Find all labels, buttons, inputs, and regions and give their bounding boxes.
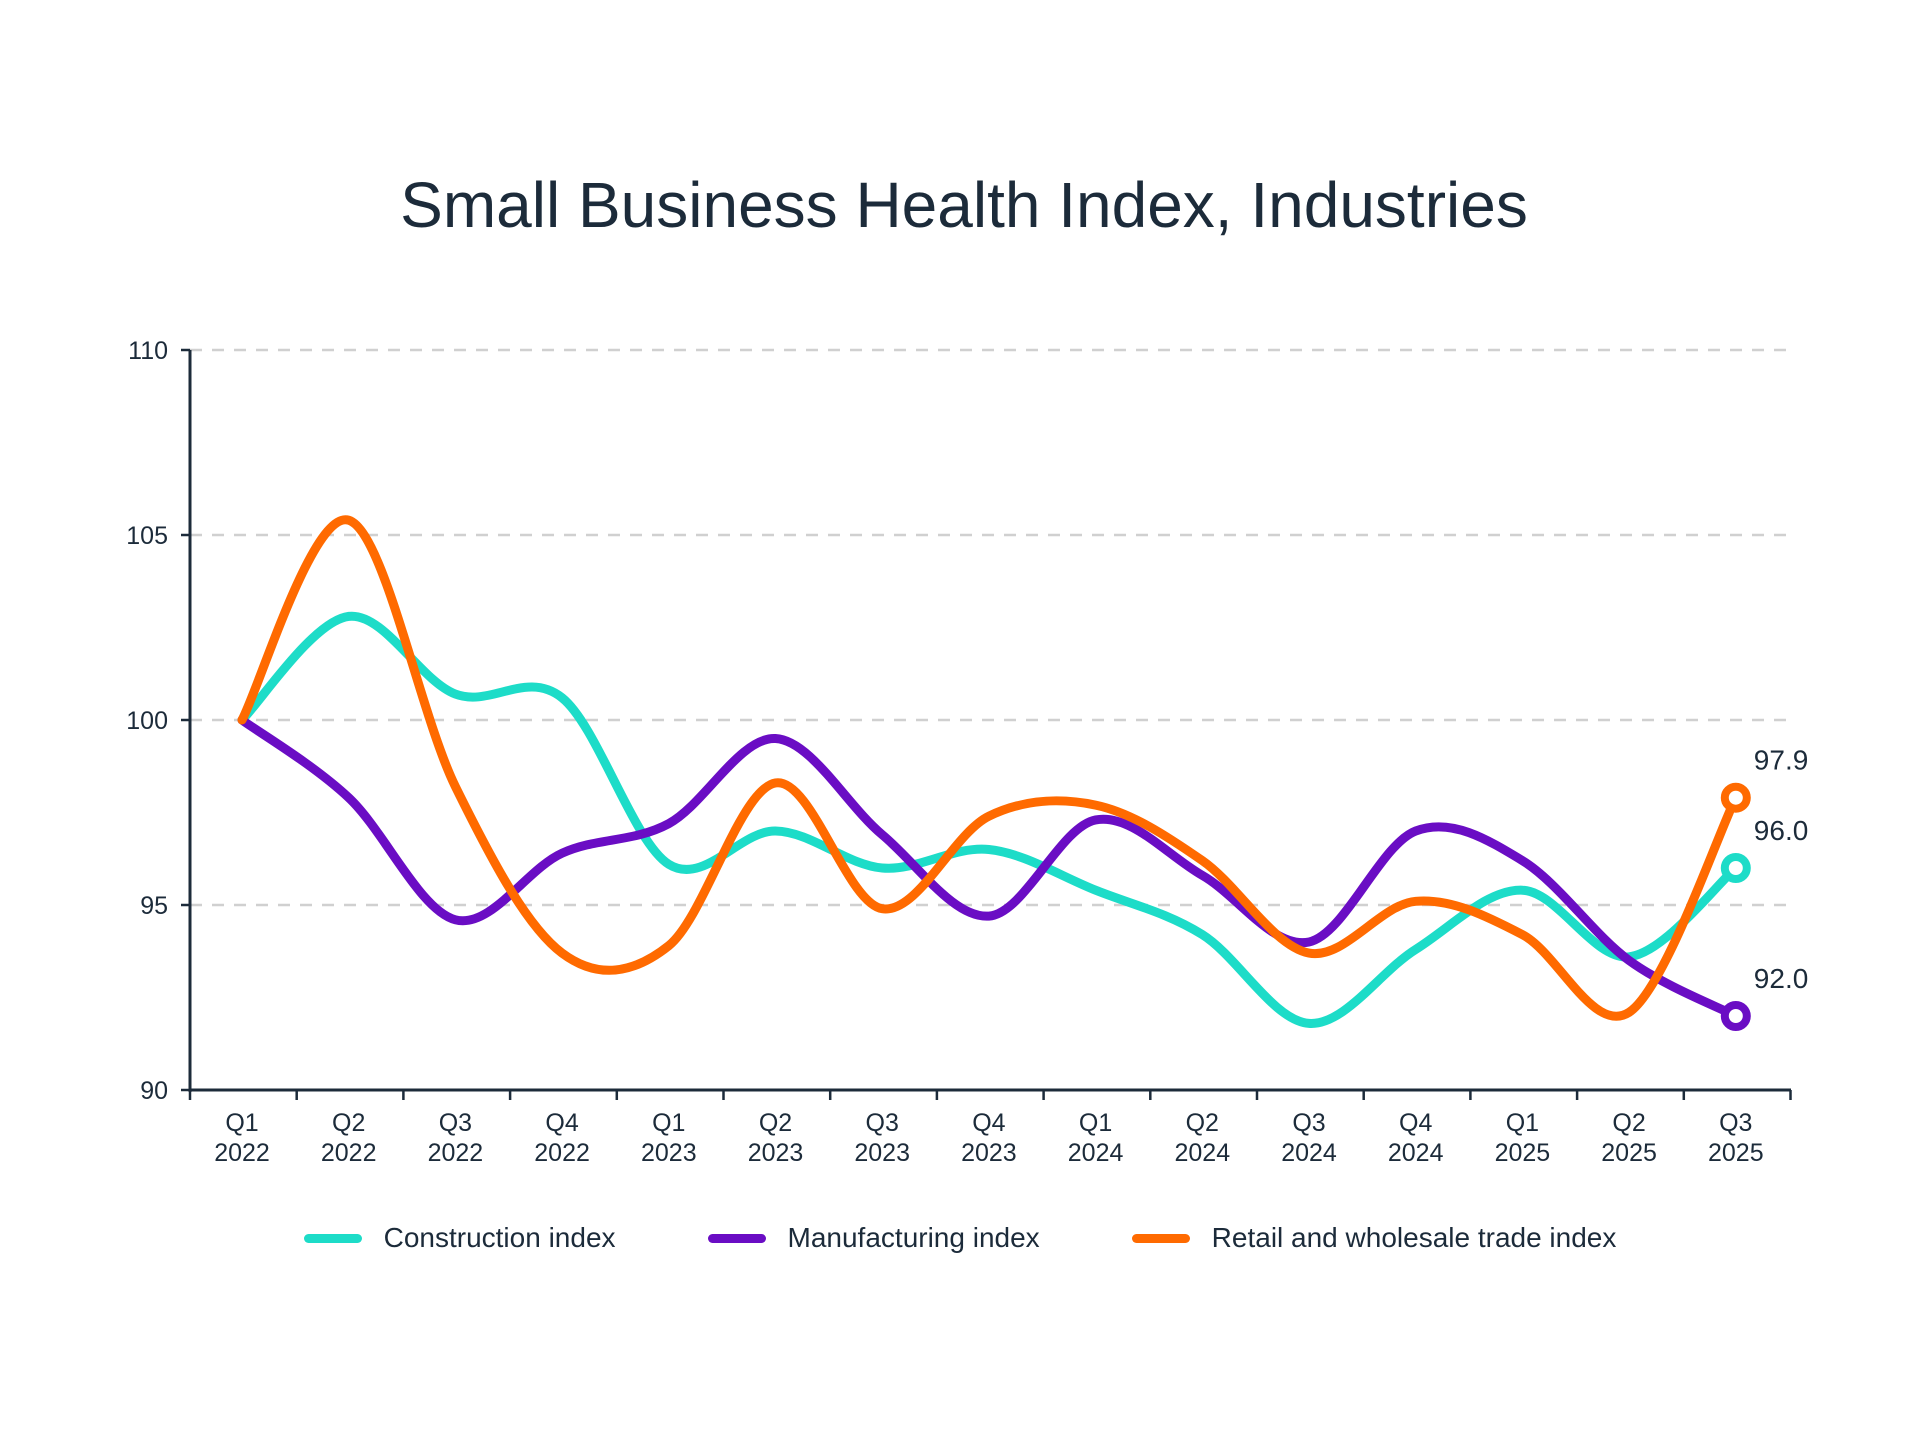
x-tick-label: Q2 2022 (321, 1109, 377, 1167)
x-tick-label: Q3 2024 (1281, 1109, 1337, 1167)
legend-item: Retail and wholesale trade index (1131, 1222, 1617, 1254)
x-tick-label: Q1 2025 (1495, 1109, 1551, 1167)
legend-label: Retail and wholesale trade index (1211, 1222, 1617, 1253)
x-tick-label: Q4 2024 (1388, 1109, 1444, 1167)
series-line (237, 515, 1741, 1021)
legend-swatch (1131, 1233, 1190, 1243)
x-tick-label: Q4 2023 (961, 1109, 1017, 1167)
legend-item: Manufacturing index (707, 1222, 1040, 1254)
series-line (237, 715, 1741, 1021)
legend-item: Construction index (303, 1222, 616, 1254)
x-tick-label: Q2 2023 (748, 1109, 804, 1167)
end-point-marker (1720, 1001, 1751, 1031)
legend-swatch (303, 1233, 362, 1243)
x-tick-label: Q2 2025 (1601, 1109, 1657, 1167)
end-value-label: 96.0 (1754, 815, 1809, 846)
legend-label: Manufacturing index (787, 1222, 1040, 1253)
end-value-label: 97.9 (1754, 745, 1809, 776)
y-tick-label: 105 (126, 522, 168, 550)
x-tick-label: Q3 2025 (1708, 1109, 1764, 1167)
x-tick-label: Q4 2022 (534, 1109, 590, 1167)
x-tick-label: Q1 2024 (1068, 1109, 1124, 1167)
x-tick-label: Q2 2024 (1174, 1109, 1230, 1167)
legend: Construction index Manufacturing index Ret… (0, 1222, 1920, 1254)
series-line (237, 611, 1741, 1028)
end-value-label: 92.0 (1754, 963, 1809, 994)
end-point-marker (1720, 853, 1751, 883)
end-point-marker (1720, 782, 1751, 813)
x-tick-label: Q1 2022 (214, 1109, 270, 1167)
x-tick-label: Q3 2022 (428, 1109, 484, 1167)
legend-label: Construction index (383, 1222, 616, 1253)
x-tick-label: Q3 2023 (854, 1109, 910, 1167)
y-tick-label: 110 (128, 337, 168, 365)
y-tick-label: 95 (140, 892, 168, 920)
chart-title: Small Business Health Index, Industries (400, 169, 1528, 241)
y-tick-label: 100 (126, 707, 168, 735)
x-tick-label: Q1 2023 (641, 1109, 697, 1167)
y-tick-label: 90 (140, 1077, 168, 1105)
legend-swatch (707, 1233, 766, 1243)
